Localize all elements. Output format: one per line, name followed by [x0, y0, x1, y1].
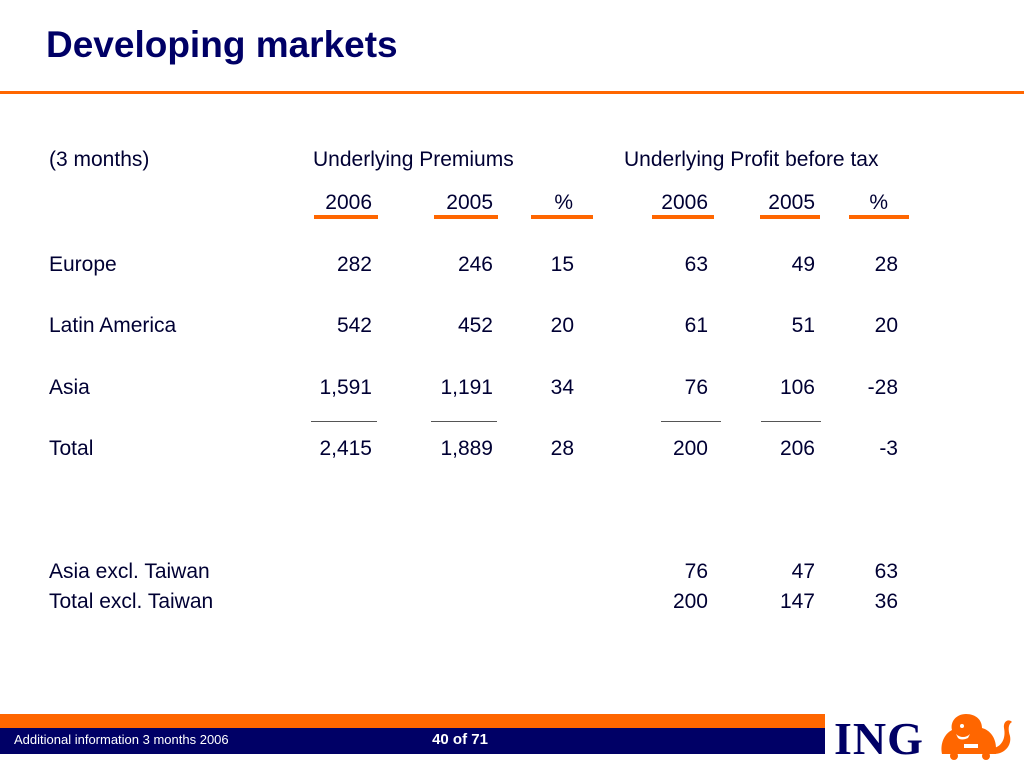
prem-pct-underline [531, 215, 593, 219]
cell-prem-pct: 20 [550, 314, 574, 337]
footer-navy-band [0, 728, 825, 754]
row-label: Latin America [49, 314, 177, 337]
profit-group-header: Underlying Profit before tax [624, 148, 879, 171]
cell-pbt-pct: 20 [874, 314, 898, 337]
cell-pbt-2006: 63 [684, 253, 708, 276]
cell-pbt-pct: 63 [874, 560, 898, 583]
cell-prem-pct: 15 [550, 253, 574, 276]
cell-pbt-2005: 51 [791, 314, 815, 337]
row-label: Asia [49, 376, 90, 399]
cell-pbt-pct: -28 [867, 376, 898, 399]
cell-prem-2006: 542 [336, 314, 372, 337]
title-divider [0, 91, 1024, 94]
pbt-2006-header: 2006 [661, 191, 708, 214]
footer-orange-band [0, 714, 825, 728]
cell-prem-2005: 452 [457, 314, 493, 337]
ing-logo-text: ING [834, 713, 924, 764]
cell-prem-pct: 28 [550, 437, 574, 460]
row-label: Total excl. Taiwan [49, 590, 214, 613]
cell-pbt-2005: 206 [779, 437, 815, 460]
cell-pbt-2005: 147 [779, 590, 815, 613]
pbt-pct-header: % [869, 191, 888, 214]
cell-pbt-2005: 106 [779, 376, 815, 399]
cell-pbt-pct: 28 [874, 253, 898, 276]
cell-prem-2005: 1,191 [440, 376, 493, 399]
sum-rule-prem-2005 [431, 421, 497, 422]
cell-prem-2006: 1,591 [319, 376, 372, 399]
pbt-pct-underline [849, 215, 909, 219]
cell-pbt-2005: 47 [791, 560, 815, 583]
row-label: Total [49, 437, 94, 460]
pbt-2005-header: 2005 [768, 191, 815, 214]
cell-pbt-2005: 49 [791, 253, 815, 276]
period-label: (3 months) [49, 148, 150, 171]
cell-prem-pct: 34 [550, 376, 574, 399]
cell-prem-2006: 282 [336, 253, 372, 276]
prem-2006-header: 2006 [325, 191, 372, 214]
lion-logo-icon [941, 714, 1012, 760]
prem-2006-underline [314, 215, 378, 219]
premiums-group-header: Underlying Premiums [313, 148, 514, 171]
pbt-2005-underline [760, 215, 820, 219]
prem-pct-header: % [554, 191, 573, 214]
row-label: Asia excl. Taiwan [49, 560, 210, 583]
prem-2005-underline [434, 215, 498, 219]
cell-pbt-pct: 36 [874, 590, 898, 613]
prem-2005-header: 2005 [446, 191, 493, 214]
footer-caption: Additional information 3 months 2006 [14, 732, 229, 747]
cell-prem-2005: 1,889 [440, 437, 493, 460]
sum-rule-pbt-2005 [761, 421, 821, 422]
cell-pbt-pct: -3 [879, 437, 898, 460]
cell-prem-2006: 2,415 [319, 437, 372, 460]
cell-pbt-2006: 200 [672, 437, 708, 460]
row-label: Europe [49, 253, 117, 276]
cell-pbt-2006: 76 [684, 560, 708, 583]
pbt-2006-underline [652, 215, 714, 219]
sum-rule-pbt-2006 [661, 421, 721, 422]
page-title: Developing markets [46, 24, 398, 65]
cell-pbt-2006: 200 [672, 590, 708, 613]
cell-pbt-2006: 61 [684, 314, 708, 337]
cell-pbt-2006: 76 [684, 376, 708, 399]
page-number: 40 of 71 [432, 731, 488, 748]
cell-prem-2005: 246 [457, 253, 493, 276]
sum-rule-prem-2006 [311, 421, 377, 422]
